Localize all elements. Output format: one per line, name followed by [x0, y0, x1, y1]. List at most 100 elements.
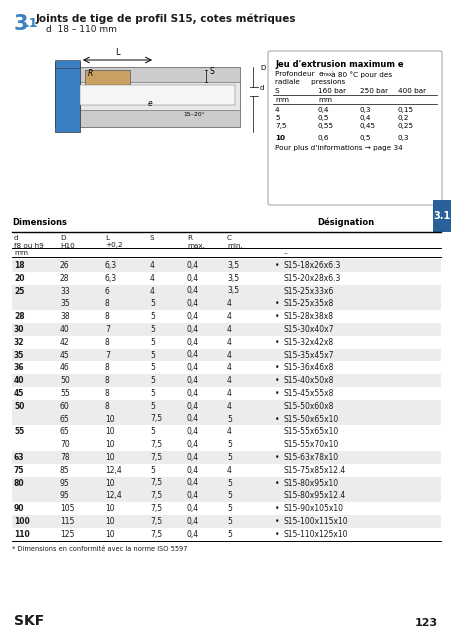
Text: 30: 30 [14, 325, 24, 334]
Text: 0,4: 0,4 [187, 504, 199, 513]
Text: S15-80x95x12.4: S15-80x95x12.4 [283, 492, 345, 500]
Text: 0,4: 0,4 [187, 428, 199, 436]
Text: SKF: SKF [14, 614, 44, 628]
Text: 0,3: 0,3 [359, 107, 371, 113]
Text: S15-90x105x10: S15-90x105x10 [283, 504, 343, 513]
Text: 10: 10 [105, 440, 115, 449]
Text: 20: 20 [14, 274, 24, 283]
Text: S15-30x40x7: S15-30x40x7 [283, 325, 334, 334]
Text: 0,6: 0,6 [318, 135, 329, 141]
Bar [12, 272, 440, 285]
Text: 55: 55 [60, 389, 69, 398]
Text: 10: 10 [105, 479, 115, 488]
Text: 8: 8 [105, 389, 110, 398]
Text: •: • [274, 479, 279, 488]
Text: d: d [259, 85, 264, 91]
Text: S: S [274, 88, 279, 94]
Text: 105: 105 [60, 504, 74, 513]
Text: 3.1: 3.1 [433, 211, 450, 221]
Text: Joints de tige de profil S15, cotes métriques: Joints de tige de profil S15, cotes métr… [36, 14, 296, 24]
Text: 125: 125 [60, 530, 74, 539]
Bar [12, 426, 440, 438]
Text: 0,4: 0,4 [187, 376, 199, 385]
Text: S15-55x70x10: S15-55x70x10 [283, 440, 339, 449]
Text: 7,5: 7,5 [150, 530, 162, 539]
Text: 3,5: 3,5 [226, 287, 239, 296]
Text: .1: .1 [25, 17, 38, 30]
Text: 5: 5 [226, 453, 231, 462]
Text: S15-25x35x8: S15-25x35x8 [283, 300, 333, 308]
Text: 6: 6 [105, 287, 110, 296]
Text: 10: 10 [105, 517, 115, 526]
Text: 5: 5 [226, 530, 231, 539]
Text: 45: 45 [14, 389, 24, 398]
Text: •: • [274, 453, 279, 462]
Text: 65: 65 [60, 415, 69, 424]
Text: 70: 70 [60, 440, 69, 449]
Text: Profondeur  e: Profondeur e [274, 71, 323, 77]
Text: 7,5: 7,5 [150, 517, 162, 526]
Text: •: • [274, 312, 279, 321]
Bar [12, 323, 440, 336]
Text: 6,3: 6,3 [105, 261, 117, 270]
Text: R
max.: R max. [187, 235, 204, 248]
Text: 0,4: 0,4 [318, 107, 329, 113]
Text: 10: 10 [105, 504, 115, 513]
Text: 5: 5 [150, 389, 155, 398]
Text: 8: 8 [105, 300, 110, 308]
Text: 33: 33 [60, 287, 69, 296]
Bar [12, 502, 440, 515]
Text: 80: 80 [14, 479, 24, 488]
Text: max: max [321, 72, 332, 77]
Text: 4: 4 [226, 312, 231, 321]
Text: 5: 5 [150, 376, 155, 385]
Text: e: e [147, 99, 152, 109]
Text: 90: 90 [14, 504, 24, 513]
Text: mm: mm [14, 250, 28, 256]
Text: 5: 5 [226, 492, 231, 500]
Bar [12, 336, 440, 349]
Text: 4: 4 [226, 351, 231, 360]
Bar [12, 349, 440, 362]
Text: d  18 – 110 mm: d 18 – 110 mm [46, 25, 117, 34]
Text: 0,4: 0,4 [187, 338, 199, 347]
Text: •: • [274, 389, 279, 398]
Text: 4: 4 [226, 338, 231, 347]
Text: 5: 5 [150, 428, 155, 436]
Bar [80, 82, 239, 110]
Text: 0,2: 0,2 [397, 115, 409, 121]
Text: 0,4: 0,4 [187, 312, 199, 321]
Text: 8: 8 [105, 376, 110, 385]
Text: 4: 4 [226, 402, 231, 411]
Text: 50: 50 [14, 402, 24, 411]
Text: 7,5: 7,5 [150, 415, 162, 424]
Text: 0,25: 0,25 [397, 123, 413, 129]
Text: 0,15: 0,15 [397, 107, 413, 113]
Text: 12,4: 12,4 [105, 492, 121, 500]
Text: 8: 8 [105, 402, 110, 411]
Text: 10: 10 [274, 135, 285, 141]
Text: 5: 5 [150, 364, 155, 372]
Text: 7,5: 7,5 [274, 123, 286, 129]
Text: –: – [283, 250, 287, 256]
Text: 0,4: 0,4 [187, 364, 199, 372]
Text: mm: mm [318, 97, 331, 103]
Text: 8: 8 [105, 338, 110, 347]
Text: S15-18x26x6.3: S15-18x26x6.3 [283, 261, 341, 270]
Bar [12, 477, 440, 490]
Text: 0,4: 0,4 [187, 517, 199, 526]
Text: 110: 110 [14, 530, 30, 539]
Text: D
H10: D H10 [60, 235, 74, 248]
Text: * Dimensions en conformité avec la norme ISO 5597: * Dimensions en conformité avec la norme… [12, 545, 187, 552]
Text: 36: 36 [14, 364, 24, 372]
Bar [12, 400, 440, 413]
Text: 78: 78 [60, 453, 69, 462]
Text: 46: 46 [60, 364, 69, 372]
Bar [12, 285, 440, 298]
Text: 0,4: 0,4 [187, 415, 199, 424]
Text: S15-45x55x8: S15-45x55x8 [283, 389, 334, 398]
Text: 123: 123 [414, 618, 437, 628]
Text: 0,4: 0,4 [187, 325, 199, 334]
Text: 0,4: 0,4 [187, 389, 199, 398]
Text: 5: 5 [150, 338, 155, 347]
